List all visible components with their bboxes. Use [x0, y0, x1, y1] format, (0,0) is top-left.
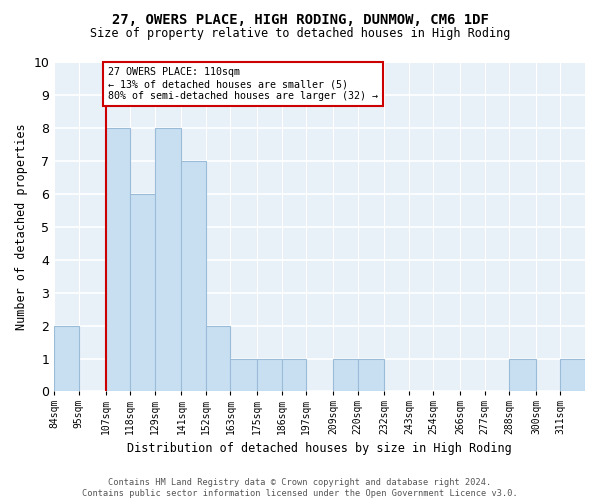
Bar	[257, 358, 282, 392]
Text: Size of property relative to detached houses in High Roding: Size of property relative to detached ho…	[90, 28, 510, 40]
Text: 27, OWERS PLACE, HIGH RODING, DUNMOW, CM6 1DF: 27, OWERS PLACE, HIGH RODING, DUNMOW, CM…	[112, 12, 488, 26]
Bar	[230, 358, 257, 392]
Text: Contains HM Land Registry data © Crown copyright and database right 2024.
Contai: Contains HM Land Registry data © Crown c…	[82, 478, 518, 498]
X-axis label: Distribution of detached houses by size in High Roding: Distribution of detached houses by size …	[127, 442, 512, 455]
Bar	[54, 326, 79, 392]
Bar	[106, 128, 130, 392]
Bar	[358, 358, 385, 392]
Bar	[155, 128, 181, 392]
Bar	[206, 326, 230, 392]
Bar	[560, 358, 585, 392]
Y-axis label: Number of detached properties: Number of detached properties	[15, 124, 28, 330]
Bar	[181, 161, 206, 392]
Bar	[282, 358, 306, 392]
Bar	[130, 194, 155, 392]
Bar	[509, 358, 536, 392]
Bar	[333, 358, 358, 392]
Text: 27 OWERS PLACE: 110sqm
← 13% of detached houses are smaller (5)
80% of semi-deta: 27 OWERS PLACE: 110sqm ← 13% of detached…	[108, 68, 378, 100]
